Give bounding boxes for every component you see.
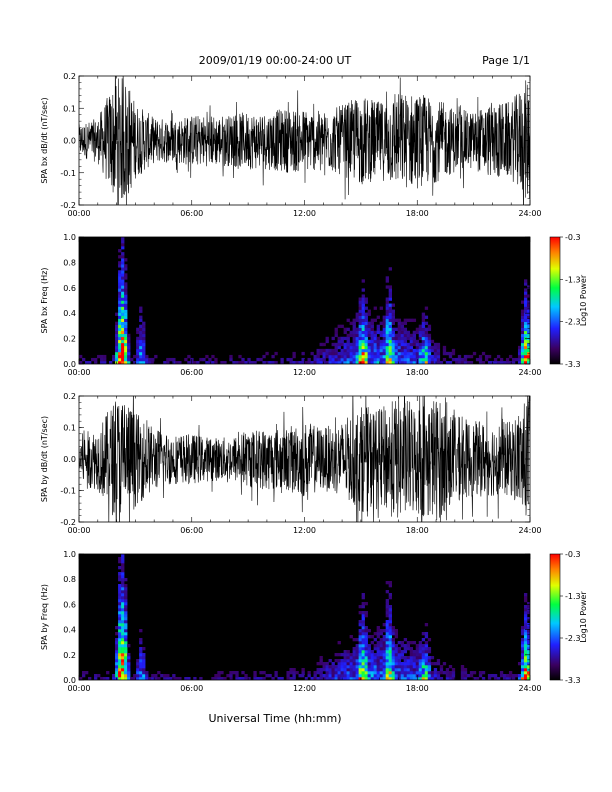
colorbar-tick-label: -3.3 — [565, 676, 581, 685]
x-tick-label: 12:00 — [293, 209, 316, 218]
x-tick-label: 24:00 — [518, 684, 541, 693]
x-tick-label: 00:00 — [67, 684, 90, 693]
y-tick-label: 1.0 — [63, 233, 76, 242]
x-tick-label: 24:00 — [518, 526, 541, 535]
colorbar-label-2: Log10 Power — [579, 274, 588, 326]
x-tick-label: 24:00 — [518, 209, 541, 218]
figure-title: 2009/01/19 00:00-24:00 UT — [199, 54, 352, 67]
x-tick-label: 12:00 — [293, 368, 316, 377]
x-tick-label: 06:00 — [180, 526, 203, 535]
y-tick-label: 0.2 — [63, 335, 76, 344]
colorbar-tick-label: -1.3 — [565, 592, 581, 601]
x-tick-label: 24:00 — [518, 368, 541, 377]
y-tick-label: 0.4 — [63, 309, 76, 318]
x-tick-label: 00:00 — [67, 209, 90, 218]
y-tick-label: 0.4 — [63, 626, 76, 635]
x-tick-label: 12:00 — [293, 526, 316, 535]
y-tick-label: 0.0 — [63, 137, 76, 146]
x-tick-label: 00:00 — [67, 368, 90, 377]
colorbar-tick-label: -1.3 — [565, 275, 581, 284]
x-tick-label: 18:00 — [406, 368, 429, 377]
colorbar-tick-label: -2.3 — [565, 318, 581, 327]
y-tick-label: -0.2 — [60, 518, 76, 527]
colorbar-tick-label: -3.3 — [565, 360, 581, 369]
y-tick-label: -0.1 — [60, 487, 76, 496]
y-tick-label: 0.0 — [63, 360, 76, 369]
colorbar-tick-label: -0.3 — [565, 233, 581, 242]
spectrogram-cells-2 — [79, 237, 530, 364]
y-tick-label: 0.6 — [63, 284, 76, 293]
spectrogram-bg-2 — [79, 237, 530, 364]
y-tick-label: 0.0 — [63, 455, 76, 464]
series-trace-3 — [79, 396, 530, 522]
series-trace-1 — [79, 76, 530, 205]
x-tick-label: 06:00 — [180, 368, 203, 377]
x-tick-label: 00:00 — [67, 526, 90, 535]
y-axis-label-4: SPA by Freq (Hz) — [40, 584, 49, 650]
panel-1: 00:00 06:00 12:00 18:00 24:00 -0.2 -0.1 0.0 0.1 0… — [40, 72, 542, 218]
y-tick-label: 0.6 — [63, 600, 76, 609]
y-axis-label-1: SPA bx dB/dt (nT/sec) — [40, 97, 49, 183]
y-axis-label-2: SPA bx Freq (Hz) — [40, 268, 49, 334]
spectrogram-bg-4 — [79, 554, 530, 680]
y-axis-label-3: SPA by dB/dt (nT/sec) — [40, 416, 49, 502]
spectrogram-cells-4 — [79, 554, 530, 680]
y-tick-label: 0.0 — [63, 676, 76, 685]
x-axis-label: Universal Time (hh:mm) — [209, 712, 342, 725]
colorbar-label-4: Log10 Power — [579, 591, 588, 643]
y-tick-label: 0.2 — [63, 72, 76, 81]
panel-2: -0.3 -1.3 -2.3 -3.3 Log10 Power 00:00 06:00 12:… — [40, 233, 588, 377]
y-tick-label: 0.8 — [63, 258, 76, 267]
colorbar-4 — [549, 553, 561, 681]
x-tick-label: 12:00 — [293, 684, 316, 693]
y-tick-label: -0.2 — [60, 201, 76, 210]
x-tick-label: 18:00 — [406, 684, 429, 693]
y-tick-label: 0.1 — [63, 104, 76, 113]
y-tick-label: 0.8 — [63, 575, 76, 584]
colorbar-tick-label: -0.3 — [565, 550, 581, 559]
y-tick-label: 0.2 — [63, 392, 76, 401]
y-tick-label: 0.1 — [63, 424, 76, 433]
y-tick-label: 1.0 — [63, 550, 76, 559]
x-tick-label: 06:00 — [180, 684, 203, 693]
x-tick-label: 18:00 — [406, 526, 429, 535]
panel-4: -0.3 -1.3 -2.3 -3.3 Log10 Power 00:00 06:00 12:… — [40, 550, 588, 693]
panel-3: 00:00 06:00 12:00 18:00 24:00 -0.2 -0.1 0.0 0.1 0… — [40, 392, 542, 535]
x-tick-label: 06:00 — [180, 209, 203, 218]
y-tick-label: 0.2 — [63, 651, 76, 660]
colorbar-2 — [549, 236, 561, 365]
y-tick-label: -0.1 — [60, 169, 76, 178]
x-tick-label: 18:00 — [406, 209, 429, 218]
page-label: Page 1/1 — [482, 54, 530, 67]
colorbar-tick-label: -2.3 — [565, 634, 581, 643]
